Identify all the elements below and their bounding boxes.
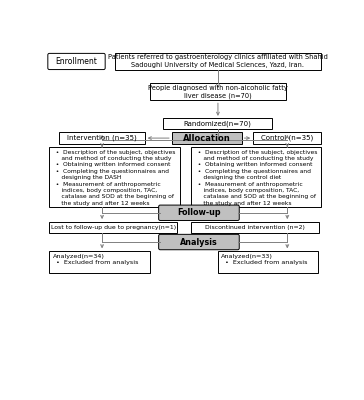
Text: Lost to follow-up due to pregnancy(n=1): Lost to follow-up due to pregnancy(n=1) — [51, 225, 176, 230]
Text: Intervention (n=35): Intervention (n=35) — [67, 135, 137, 141]
FancyBboxPatch shape — [48, 53, 105, 70]
FancyBboxPatch shape — [159, 205, 239, 220]
Text: •  Description of the subject, objectives
     and method of conducting the stud: • Description of the subject, objectives… — [52, 150, 175, 206]
Text: People diagnosed with non-alcoholic fatty
liver disease (n=70): People diagnosed with non-alcoholic fatt… — [148, 85, 288, 99]
Text: Patients referred to gastroenterology clinics affiliated with Shahid
Sadoughi Un: Patients referred to gastroenterology cl… — [108, 54, 328, 68]
FancyBboxPatch shape — [115, 53, 321, 70]
Text: Follow-up: Follow-up — [177, 208, 221, 217]
FancyBboxPatch shape — [191, 147, 321, 207]
Text: Control (n=35): Control (n=35) — [261, 135, 313, 141]
Text: Enrollment: Enrollment — [56, 57, 98, 66]
Text: Analyzed(n=33)
  •  Excluded from analysis: Analyzed(n=33) • Excluded from analysis — [221, 254, 307, 265]
FancyBboxPatch shape — [191, 222, 319, 233]
FancyBboxPatch shape — [159, 234, 239, 250]
FancyBboxPatch shape — [50, 222, 177, 233]
Text: Analysis: Analysis — [180, 238, 218, 246]
FancyBboxPatch shape — [218, 251, 318, 273]
FancyBboxPatch shape — [172, 132, 242, 144]
FancyBboxPatch shape — [59, 132, 145, 144]
FancyBboxPatch shape — [163, 118, 272, 129]
Text: Discontinued intervention (n=2): Discontinued intervention (n=2) — [205, 225, 305, 230]
Text: Randomized(n=70): Randomized(n=70) — [183, 120, 252, 127]
FancyBboxPatch shape — [150, 84, 286, 100]
Text: Analyzed(n=34)
  •  Excluded from analysis: Analyzed(n=34) • Excluded from analysis — [52, 254, 139, 265]
Text: Allocation: Allocation — [183, 134, 230, 142]
Text: •  Description of the subject, objectives
     and method of conducting the stud: • Description of the subject, objectives… — [194, 150, 317, 206]
FancyBboxPatch shape — [50, 147, 179, 207]
FancyBboxPatch shape — [50, 251, 150, 273]
FancyBboxPatch shape — [253, 132, 321, 144]
